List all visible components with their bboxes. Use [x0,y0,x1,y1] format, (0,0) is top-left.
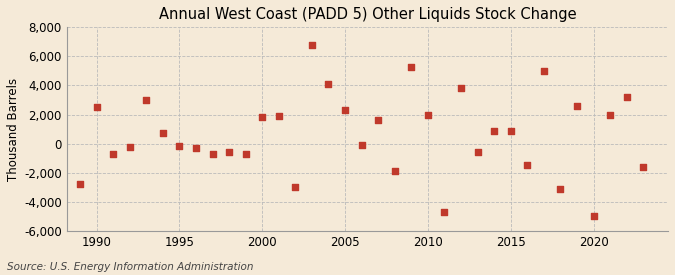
Point [423,112,433,117]
Point [506,128,516,133]
Point [489,128,500,133]
Point [290,185,301,189]
Point [108,152,119,156]
Point [273,114,284,118]
Point [389,169,400,174]
Point [472,150,483,155]
Point [323,82,334,86]
Point [340,108,350,112]
Point [157,131,168,136]
Point [373,118,383,123]
Point [439,210,450,214]
Point [256,115,267,120]
Point [522,163,533,168]
Point [605,112,616,117]
Point [207,152,218,156]
Point [91,105,102,109]
Point [588,214,599,219]
Point [572,104,583,108]
Point [240,152,251,156]
Point [406,64,416,69]
Point [306,43,317,47]
Point [456,86,466,90]
Y-axis label: Thousand Barrels: Thousand Barrels [7,78,20,181]
Point [124,144,135,149]
Text: Source: U.S. Energy Information Administration: Source: U.S. Energy Information Administ… [7,262,253,272]
Point [141,98,152,102]
Point [621,95,632,99]
Point [74,182,85,187]
Point [555,186,566,191]
Point [638,165,649,169]
Point [356,143,367,147]
Point [174,144,185,148]
Point [223,150,234,155]
Point [190,146,201,150]
Title: Annual West Coast (PADD 5) Other Liquids Stock Change: Annual West Coast (PADD 5) Other Liquids… [159,7,576,22]
Point [539,69,549,73]
